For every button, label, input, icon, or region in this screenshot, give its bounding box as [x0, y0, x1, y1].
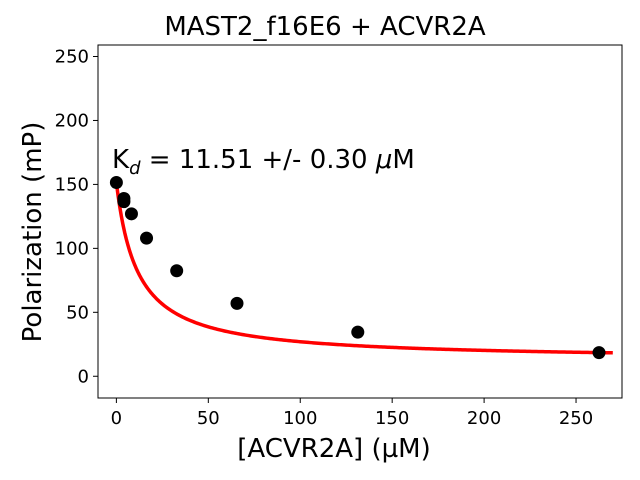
plot-area: 0 50 100 150 200 250 0 50 100 150 200 250	[55, 44, 623, 429]
y-tick-label: 100	[55, 238, 89, 259]
y-tick-label: 250	[55, 47, 89, 68]
data-point	[351, 325, 365, 339]
x-axis-label: [ACVR2A] (µM)	[237, 434, 430, 464]
x-tick-label: 200	[467, 408, 501, 429]
fit-layer	[114, 182, 613, 355]
x-tick-label: 50	[197, 408, 220, 429]
kd-annotation: Kd = 11.51 +/- 0.30 μM	[112, 145, 415, 179]
x-tick-label: 250	[559, 408, 593, 429]
data-point	[124, 207, 138, 221]
x-tick-label: 100	[283, 408, 317, 429]
y-axis-label: Polarization (mP)	[18, 122, 48, 343]
plot-frame	[97, 44, 623, 399]
fit-curve	[114, 182, 613, 355]
x-tick-label: 0	[111, 408, 122, 429]
kd-annotation-unit: M	[392, 145, 414, 175]
data-point	[592, 346, 606, 360]
kd-annotation-mu: μ	[375, 145, 393, 175]
data-point	[230, 296, 244, 310]
y-tick-label: 200	[55, 110, 89, 131]
data-point	[140, 231, 154, 245]
axis-ticks: 0 50 100 150 200 250 0 50 100 150 200 250	[55, 47, 594, 429]
kd-annotation-main: K	[112, 145, 130, 175]
kd-annotation-rest: = 11.51 +/- 0.30	[141, 145, 376, 175]
y-tick-label: 0	[78, 366, 89, 387]
points-layer	[109, 175, 606, 360]
data-point	[117, 195, 131, 209]
data-point	[170, 264, 184, 278]
y-tick-label: 50	[66, 302, 89, 323]
kd-annotation-sub: d	[129, 158, 141, 179]
y-tick-label: 150	[55, 174, 89, 195]
x-tick-label: 150	[375, 408, 409, 429]
data-point	[109, 175, 123, 189]
chart-title: MAST2_f16E6 + ACVR2A	[164, 12, 486, 42]
